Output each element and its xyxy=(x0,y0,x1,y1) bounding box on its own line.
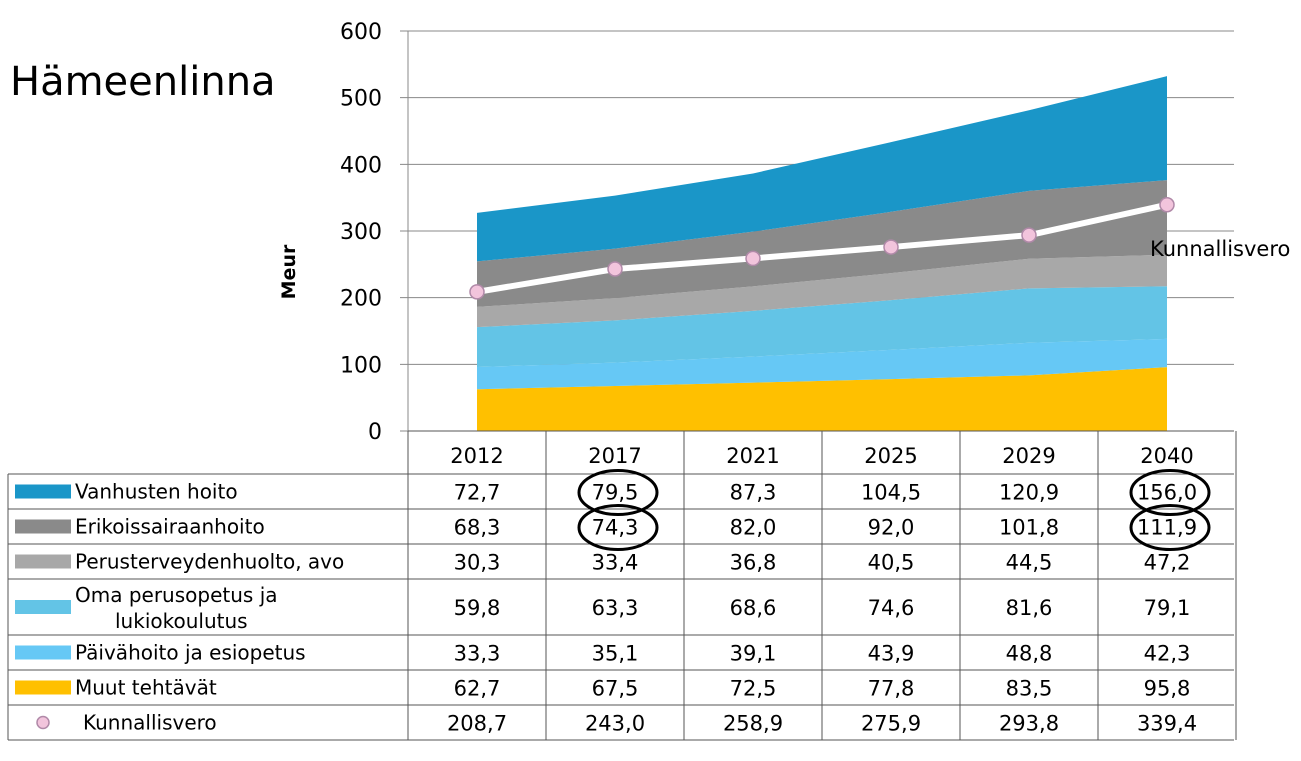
line-marker xyxy=(1159,196,1175,213)
data-label: 42,3 xyxy=(1144,642,1191,666)
area-vanhusten-hoito xyxy=(477,76,1167,262)
data-label: 74,3 xyxy=(592,516,639,540)
legend-swatch-paivahoito-ja-esiopetus xyxy=(15,645,71,660)
x-tick-label: 2017 xyxy=(588,444,641,468)
legend-label: Muut tehtävät xyxy=(75,676,217,700)
data-table: 2012 2017 2021 2025 2029 2040 Vanhusten hoito 7… xyxy=(7,430,1237,741)
chart-title: Hämeenlinna xyxy=(10,59,276,105)
legend-label: lukiokoulutus xyxy=(115,609,248,633)
data-label: 40,5 xyxy=(868,551,915,575)
data-label: 77,8 xyxy=(868,677,915,701)
data-label: 39,1 xyxy=(730,642,777,666)
annotation-circle xyxy=(1129,504,1211,551)
line-marker xyxy=(1021,227,1037,243)
data-label: 293,8 xyxy=(999,712,1059,736)
legend-swatch-erikoissairaanhoito xyxy=(15,519,71,534)
data-label: 72,7 xyxy=(454,481,501,505)
data-label: 30,3 xyxy=(454,551,501,575)
data-label: 82,0 xyxy=(730,516,777,540)
data-label: 120,9 xyxy=(999,481,1059,505)
area-perusterveydenhuolto-avo xyxy=(477,254,1167,328)
area-muut-tehtavat xyxy=(477,367,1167,431)
legend-label: Vanhusten hoito xyxy=(75,480,238,504)
legend-swatch-vanhusten-hoito xyxy=(15,484,71,499)
legend-swatch-oma-perusopetus-ja-lukiokoulutus xyxy=(15,600,71,614)
data-label: 68,3 xyxy=(454,516,501,540)
y-tick-label: 400 xyxy=(340,153,382,178)
data-label: 74,6 xyxy=(868,596,915,620)
data-label: 35,1 xyxy=(592,642,639,666)
x-tick-label: 2025 xyxy=(864,444,917,468)
data-label: 275,9 xyxy=(861,712,921,736)
data-label: 68,6 xyxy=(730,596,777,620)
data-label: 33,3 xyxy=(454,642,501,666)
legend-label: Päivähoito ja esiopetus xyxy=(75,641,306,665)
data-label: 44,5 xyxy=(1006,551,1053,575)
line-marker xyxy=(469,284,485,300)
stacked-areas xyxy=(477,76,1167,431)
y-axis-ticks: 0 100 200 300 400 500 600 xyxy=(340,20,382,445)
data-label: 95,8 xyxy=(1144,677,1191,701)
annotation-circle xyxy=(577,504,659,551)
data-label: 243,0 xyxy=(585,712,645,736)
data-label: 208,7 xyxy=(447,712,507,736)
data-label: 62,7 xyxy=(454,677,501,701)
annotation-circle xyxy=(577,469,659,516)
legend-label: Perusterveydenhuolto, avo xyxy=(75,550,344,574)
data-label: 72,5 xyxy=(730,677,777,701)
data-label: 81,6 xyxy=(1006,596,1053,620)
data-label: 92,0 xyxy=(868,516,915,540)
data-label: 156,0 xyxy=(1137,481,1197,505)
data-label: 101,8 xyxy=(999,516,1059,540)
line-marker xyxy=(607,261,623,277)
x-tick-label: 2021 xyxy=(726,444,779,468)
line-marker xyxy=(883,239,899,255)
area-oma-perusopetus-ja-lukiokoulutus xyxy=(477,286,1167,367)
y-axis-label: Meur xyxy=(278,244,300,300)
x-tick-label: 2012 xyxy=(450,444,503,468)
data-label: 48,8 xyxy=(1006,642,1053,666)
legend-swatch-perusterveydenhuolto-avo xyxy=(15,554,71,569)
annotation-circles xyxy=(577,469,1211,551)
y-tick-label: 600 xyxy=(340,20,382,45)
area-paivahoito-ja-esiopetus xyxy=(477,338,1167,390)
data-label: 63,3 xyxy=(592,596,639,620)
data-label: 59,8 xyxy=(454,596,501,620)
line-marker xyxy=(745,250,761,267)
legend-label: Kunnallisvero xyxy=(83,711,217,735)
data-label: 339,4 xyxy=(1137,712,1197,736)
area-erikoissairaanhoito xyxy=(477,180,1167,307)
legend-label: Oma perusopetus ja xyxy=(75,583,278,607)
legend-label: Erikoissairaanhoito xyxy=(75,515,265,539)
tax-line xyxy=(469,196,1175,300)
y-tick-label: 0 xyxy=(368,420,382,445)
data-label: 79,1 xyxy=(1144,596,1191,620)
data-label: 36,8 xyxy=(730,551,777,575)
y-tick-label: 300 xyxy=(340,220,382,245)
x-tick-label: 2040 xyxy=(1140,444,1193,468)
legend-swatch-muut-tehtavat xyxy=(15,680,71,695)
data-label: 258,9 xyxy=(723,712,783,736)
data-label: 67,5 xyxy=(592,677,639,701)
y-tick-label: 100 xyxy=(340,353,382,378)
y-tick-label: 200 xyxy=(340,287,382,312)
data-label: 43,9 xyxy=(868,642,915,666)
legend-marker-kunnallisvero xyxy=(36,715,50,730)
line-kunnallisvero xyxy=(476,201,1168,295)
data-label: 111,9 xyxy=(1137,516,1197,540)
y-tick-label: 500 xyxy=(340,87,382,112)
data-label: 87,3 xyxy=(730,481,777,505)
line-end-label: Kunnallisvero xyxy=(1150,237,1291,261)
data-label: 33,4 xyxy=(592,551,639,575)
data-label: 83,5 xyxy=(1006,677,1053,701)
x-tick-label: 2029 xyxy=(1002,444,1055,468)
data-label: 79,5 xyxy=(592,481,639,505)
data-label: 47,2 xyxy=(1144,551,1191,575)
annotation-circle xyxy=(1129,469,1211,516)
data-label: 104,5 xyxy=(861,481,921,505)
